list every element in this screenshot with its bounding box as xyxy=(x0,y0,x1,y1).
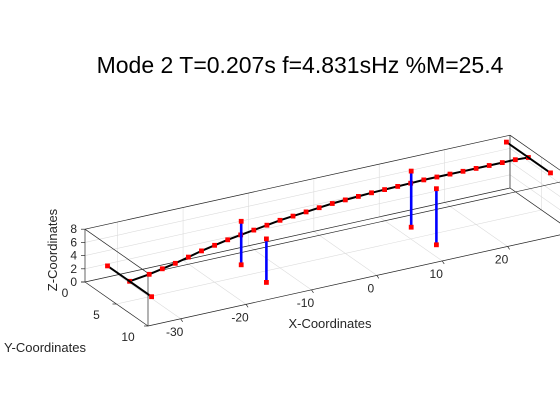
grid-line xyxy=(509,174,560,211)
pier-node xyxy=(408,168,414,174)
abutment-node xyxy=(548,170,553,176)
axis-edge xyxy=(147,181,560,274)
pier-node xyxy=(434,186,439,192)
deck-node xyxy=(146,271,152,277)
abutment-line xyxy=(505,141,552,174)
abutment-node xyxy=(504,139,509,145)
axes-box xyxy=(84,134,560,327)
grid-line xyxy=(116,209,542,305)
x-tick-label: -20 xyxy=(231,310,249,324)
deck-node xyxy=(251,227,257,233)
deck-node xyxy=(199,248,204,254)
x-tick-mark xyxy=(376,275,380,279)
axis-edge xyxy=(84,187,511,283)
chart-title: Mode 2 T=0.207s f=4.831sHz %M=25.4 xyxy=(97,52,504,78)
x-tick-mark xyxy=(311,289,314,294)
deck-node xyxy=(434,174,440,180)
deck-node xyxy=(212,242,217,248)
deck-node xyxy=(316,205,322,211)
deck-node xyxy=(512,157,518,163)
deck-node xyxy=(186,254,191,260)
axis-edge xyxy=(147,234,560,327)
x-tick-label: 10 xyxy=(430,267,444,281)
deck-node xyxy=(447,171,453,177)
grid-line xyxy=(509,148,560,184)
data-layer xyxy=(105,139,553,300)
x-tick-mark xyxy=(507,246,510,250)
z-tick-label: 4 xyxy=(70,249,77,263)
axis-edge xyxy=(84,228,149,274)
grid-line xyxy=(509,187,560,224)
deck-node xyxy=(382,187,387,192)
deck-node xyxy=(172,260,178,266)
pier-node xyxy=(264,236,269,242)
y-tick-label: 10 xyxy=(121,330,135,344)
deck-node xyxy=(277,217,283,223)
x-tick-label: -30 xyxy=(166,325,184,339)
x-tick-label: -10 xyxy=(297,296,315,310)
abutment-node xyxy=(105,263,110,269)
grid-line xyxy=(509,187,560,224)
abutment-node xyxy=(149,294,154,300)
pier-node xyxy=(238,262,244,268)
deck-node xyxy=(342,197,348,203)
axis-ticks: -30-20-100102030051002468 xyxy=(62,222,510,344)
pier-node xyxy=(264,280,269,285)
pier-node xyxy=(434,242,439,248)
z-tick-label: 8 xyxy=(70,222,77,236)
deck-node xyxy=(421,177,427,183)
deck-node xyxy=(486,163,492,168)
x-tick-mark xyxy=(180,318,183,322)
deck-node xyxy=(329,201,335,206)
deck-node xyxy=(264,222,270,228)
pier-node xyxy=(238,218,244,224)
deck-node xyxy=(356,194,361,199)
deck-node xyxy=(303,209,309,215)
y-axis-label: Y-Coordinates xyxy=(4,340,86,355)
axis-edge xyxy=(509,134,560,171)
grid-line xyxy=(84,148,511,243)
z-tick-label: 0 xyxy=(70,275,77,289)
x-tick-label: 20 xyxy=(495,252,509,266)
pier-node xyxy=(408,224,414,230)
deck-node xyxy=(159,266,165,272)
abutment-line xyxy=(106,265,153,298)
deck-node xyxy=(460,168,466,174)
grid-line xyxy=(84,174,511,270)
x-tick-mark xyxy=(245,304,249,308)
deck-node xyxy=(369,190,374,196)
axis-edge xyxy=(84,134,511,230)
x-tick-mark xyxy=(441,260,445,265)
x-axis-label: X-Coordinates xyxy=(288,316,372,331)
deck-node xyxy=(225,237,231,243)
axis-edge xyxy=(509,187,560,224)
z-tick-label: 6 xyxy=(70,235,77,249)
y-tick-label: 0 xyxy=(62,286,69,300)
deck-node xyxy=(499,160,505,165)
y-tick-label: 5 xyxy=(93,308,100,322)
x-tick-label: 0 xyxy=(368,281,375,295)
deck-node xyxy=(395,184,401,189)
deck-node xyxy=(473,166,479,171)
z-tick-label: 2 xyxy=(70,262,77,276)
z-axis-label: Z-Coordinates xyxy=(45,208,60,291)
deck-node xyxy=(290,213,296,219)
grid-line xyxy=(509,161,560,197)
